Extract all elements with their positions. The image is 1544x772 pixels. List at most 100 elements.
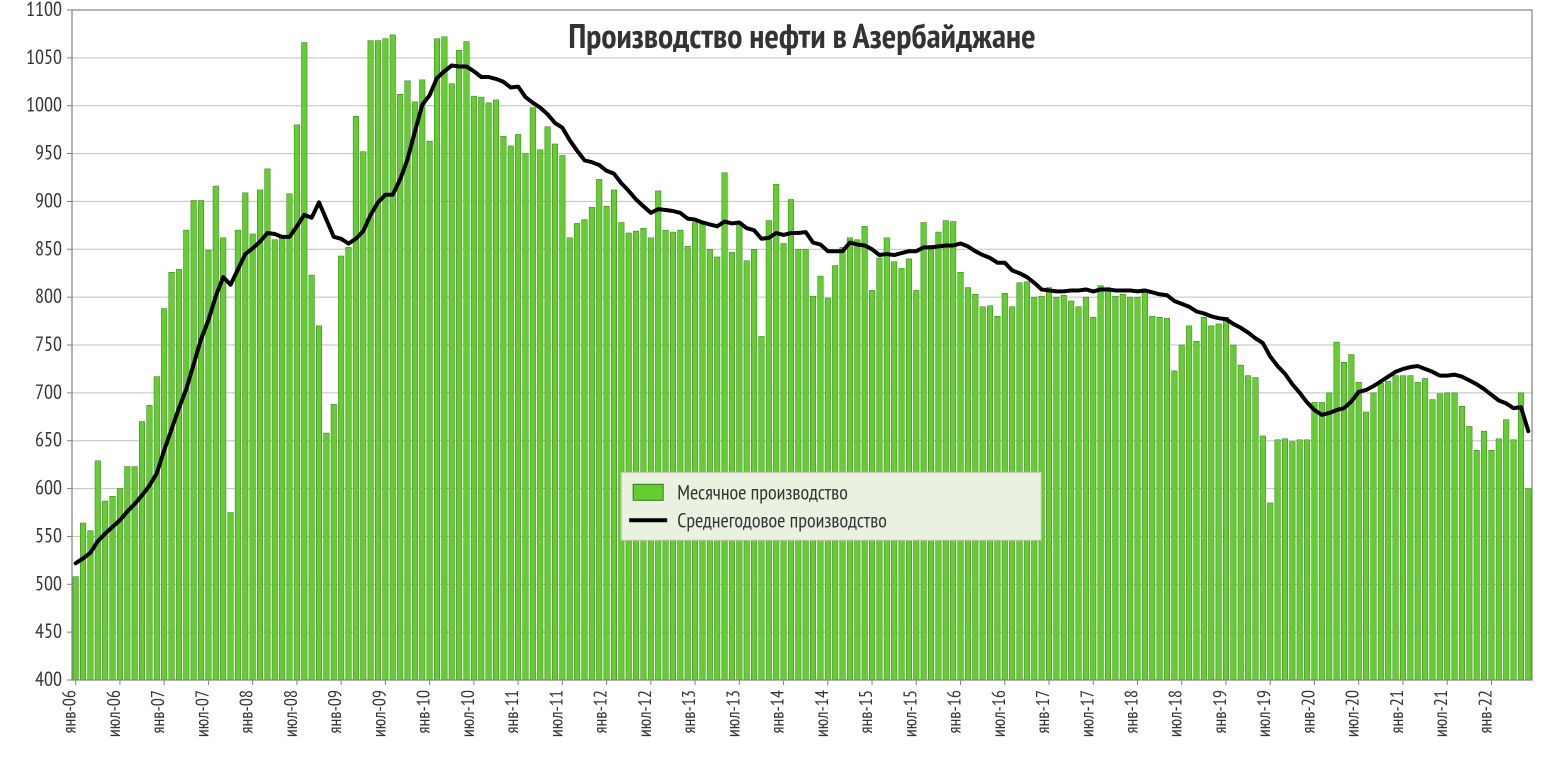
monthly-bar — [1149, 316, 1155, 680]
x-tick-label: янв-22 — [1473, 690, 1496, 733]
x-tick-label: янв-11 — [500, 690, 523, 733]
monthly-bar — [449, 84, 455, 680]
monthly-bar — [1267, 503, 1273, 680]
monthly-bar — [1260, 436, 1266, 680]
monthly-bar — [434, 39, 440, 680]
monthly-bar — [751, 249, 757, 680]
monthly-bar — [147, 405, 153, 680]
monthly-bar — [1061, 295, 1067, 680]
y-tick-label: 900 — [35, 187, 62, 213]
monthly-bar — [714, 257, 720, 680]
monthly-bar — [1474, 450, 1480, 680]
monthly-bar — [803, 249, 809, 680]
monthly-bar — [316, 326, 322, 680]
monthly-bar — [596, 179, 602, 680]
monthly-bar — [287, 194, 293, 680]
monthly-bar — [198, 200, 204, 680]
monthly-bar — [486, 103, 492, 680]
x-tick-label: июл-18 — [1164, 690, 1187, 737]
monthly-bar — [950, 222, 956, 680]
monthly-bar — [1304, 440, 1310, 680]
monthly-bar — [855, 240, 861, 680]
monthly-bar — [545, 127, 551, 680]
monthly-bar — [773, 184, 779, 680]
monthly-bar — [707, 249, 713, 680]
monthly-bar — [419, 80, 425, 680]
monthly-bar — [582, 220, 588, 680]
monthly-bar — [589, 207, 595, 680]
monthly-bar — [1238, 365, 1244, 680]
monthly-bar — [1356, 382, 1362, 680]
monthly-bar — [191, 200, 197, 680]
legend-label: Среднегодовое производство — [677, 507, 887, 533]
monthly-bar — [847, 238, 853, 680]
x-tick-label: июл-13 — [721, 690, 744, 737]
monthly-bar — [1098, 286, 1104, 680]
x-tick-label: июл-19 — [1252, 690, 1275, 737]
monthly-bar — [1363, 412, 1369, 680]
monthly-bar — [309, 275, 315, 680]
monthly-bar — [324, 433, 330, 680]
monthly-bar — [375, 41, 381, 680]
monthly-bar — [161, 309, 167, 680]
x-tick-label: янв-13 — [677, 690, 700, 733]
y-tick-label: 750 — [35, 331, 62, 357]
monthly-bar — [1297, 440, 1303, 680]
x-tick-label: янв-18 — [1120, 690, 1143, 733]
x-tick-label: янв-17 — [1031, 690, 1054, 733]
monthly-bar — [928, 245, 934, 680]
y-tick-label: 1100 — [26, 0, 62, 22]
monthly-bar — [744, 261, 750, 680]
monthly-bar — [279, 237, 285, 680]
monthly-bar — [604, 206, 610, 680]
x-tick-label: янв-09 — [323, 690, 346, 733]
monthly-bar — [943, 221, 949, 680]
monthly-bar — [1400, 376, 1406, 680]
monthly-bar — [1083, 297, 1089, 680]
monthly-bar — [1054, 297, 1060, 680]
monthly-bar — [338, 256, 344, 680]
monthly-bar — [700, 223, 706, 680]
monthly-bar — [1378, 383, 1384, 680]
monthly-bar — [921, 222, 927, 680]
monthly-bar — [1231, 345, 1237, 680]
monthly-bar — [1312, 402, 1318, 680]
monthly-bar — [1526, 489, 1532, 680]
monthly-bar — [515, 134, 521, 680]
monthly-bar — [220, 238, 226, 680]
x-tick-label: янв-14 — [766, 690, 789, 733]
monthly-bar — [346, 247, 352, 680]
monthly-bar — [478, 97, 484, 680]
monthly-bar — [1467, 426, 1473, 680]
legend-swatch-bar — [633, 484, 663, 500]
monthly-bar — [781, 244, 787, 680]
monthly-bar — [1511, 440, 1517, 680]
monthly-bar — [1393, 376, 1399, 680]
monthly-bar — [663, 230, 669, 680]
monthly-bar — [722, 173, 728, 680]
x-tick-label: июл-14 — [810, 690, 833, 737]
monthly-bar — [331, 404, 337, 680]
monthly-bar — [1216, 324, 1222, 680]
monthly-bar — [1194, 341, 1200, 680]
monthly-bar — [1481, 431, 1487, 680]
monthly-bar — [176, 269, 182, 680]
monthly-bar — [1319, 402, 1325, 680]
monthly-bar — [1172, 371, 1178, 680]
monthly-bar — [456, 50, 462, 680]
monthly-bar — [877, 258, 883, 680]
monthly-bar — [508, 146, 514, 680]
monthly-bar — [1076, 307, 1082, 680]
x-tick-label: янв-10 — [412, 690, 435, 733]
monthly-bar — [729, 252, 735, 680]
chart-svg: 4004505005506006507007508008509009501000… — [0, 0, 1544, 772]
x-tick-label: янв-08 — [235, 690, 258, 733]
monthly-bar — [272, 240, 278, 680]
legend: Месячное производствоСреднегодовое произ… — [621, 472, 1041, 540]
monthly-bar — [1489, 450, 1495, 680]
monthly-bar — [1518, 393, 1524, 680]
monthly-bar — [1275, 440, 1281, 680]
monthly-bar — [1142, 289, 1148, 680]
monthly-bar — [567, 238, 573, 680]
x-tick-label: янв-19 — [1208, 690, 1231, 733]
